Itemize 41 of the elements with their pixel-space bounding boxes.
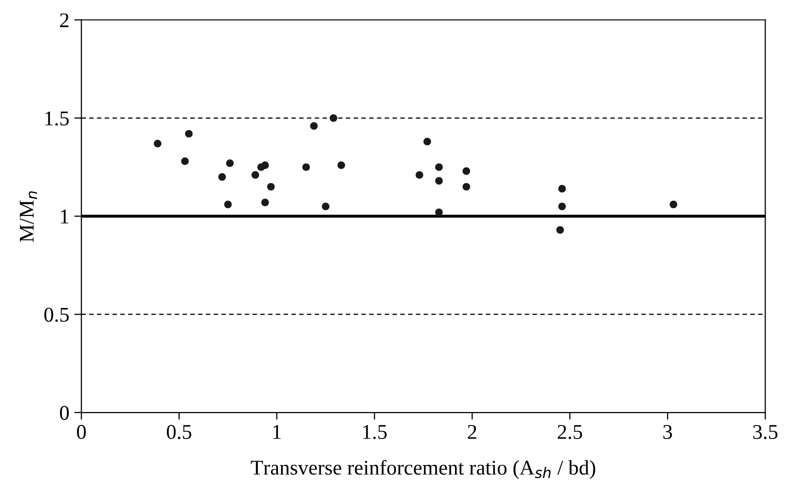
x-tick-label: 1 — [273, 425, 281, 439]
x-tick-label: 0.5 — [166, 424, 192, 440]
x-tick-label: 3 — [663, 424, 672, 439]
point — [462, 167, 470, 175]
point — [261, 198, 269, 206]
x-tick-label: 1.5 — [363, 425, 387, 440]
point — [302, 163, 310, 171]
point — [181, 157, 189, 166]
x-tick-label: 3.5 — [753, 424, 778, 440]
point — [670, 200, 678, 208]
point — [558, 202, 566, 210]
point — [423, 138, 432, 146]
y-tick-label: 0.5 — [44, 308, 69, 322]
point — [416, 171, 424, 179]
y-tick-label: 1.5 — [45, 112, 69, 126]
point — [435, 208, 443, 216]
x-tick-label: 2.5 — [558, 424, 582, 440]
point — [251, 171, 260, 179]
point — [435, 177, 443, 185]
y-tick-label: 0 — [60, 406, 69, 420]
point — [185, 130, 193, 138]
y-tick-label: 1 — [61, 210, 68, 224]
point — [226, 159, 234, 167]
point — [322, 202, 330, 210]
x-tick-label: 0 — [76, 424, 86, 439]
point — [556, 226, 564, 234]
point — [558, 184, 566, 193]
point — [435, 163, 443, 171]
x-tick-label: 2 — [468, 424, 476, 439]
point — [337, 161, 346, 169]
x-axis-title: Transverse reinforcement ratio (A$_{sh}$ / bd) — [250, 460, 596, 479]
point — [154, 140, 162, 148]
point — [218, 173, 226, 181]
point — [462, 182, 470, 191]
point — [261, 161, 269, 169]
y-tick-label: 2 — [60, 13, 68, 28]
point — [224, 200, 232, 208]
point — [330, 114, 338, 122]
point — [267, 182, 275, 191]
point — [310, 122, 318, 130]
y-axis-title: M/M$_{n}$ — [20, 191, 37, 242]
